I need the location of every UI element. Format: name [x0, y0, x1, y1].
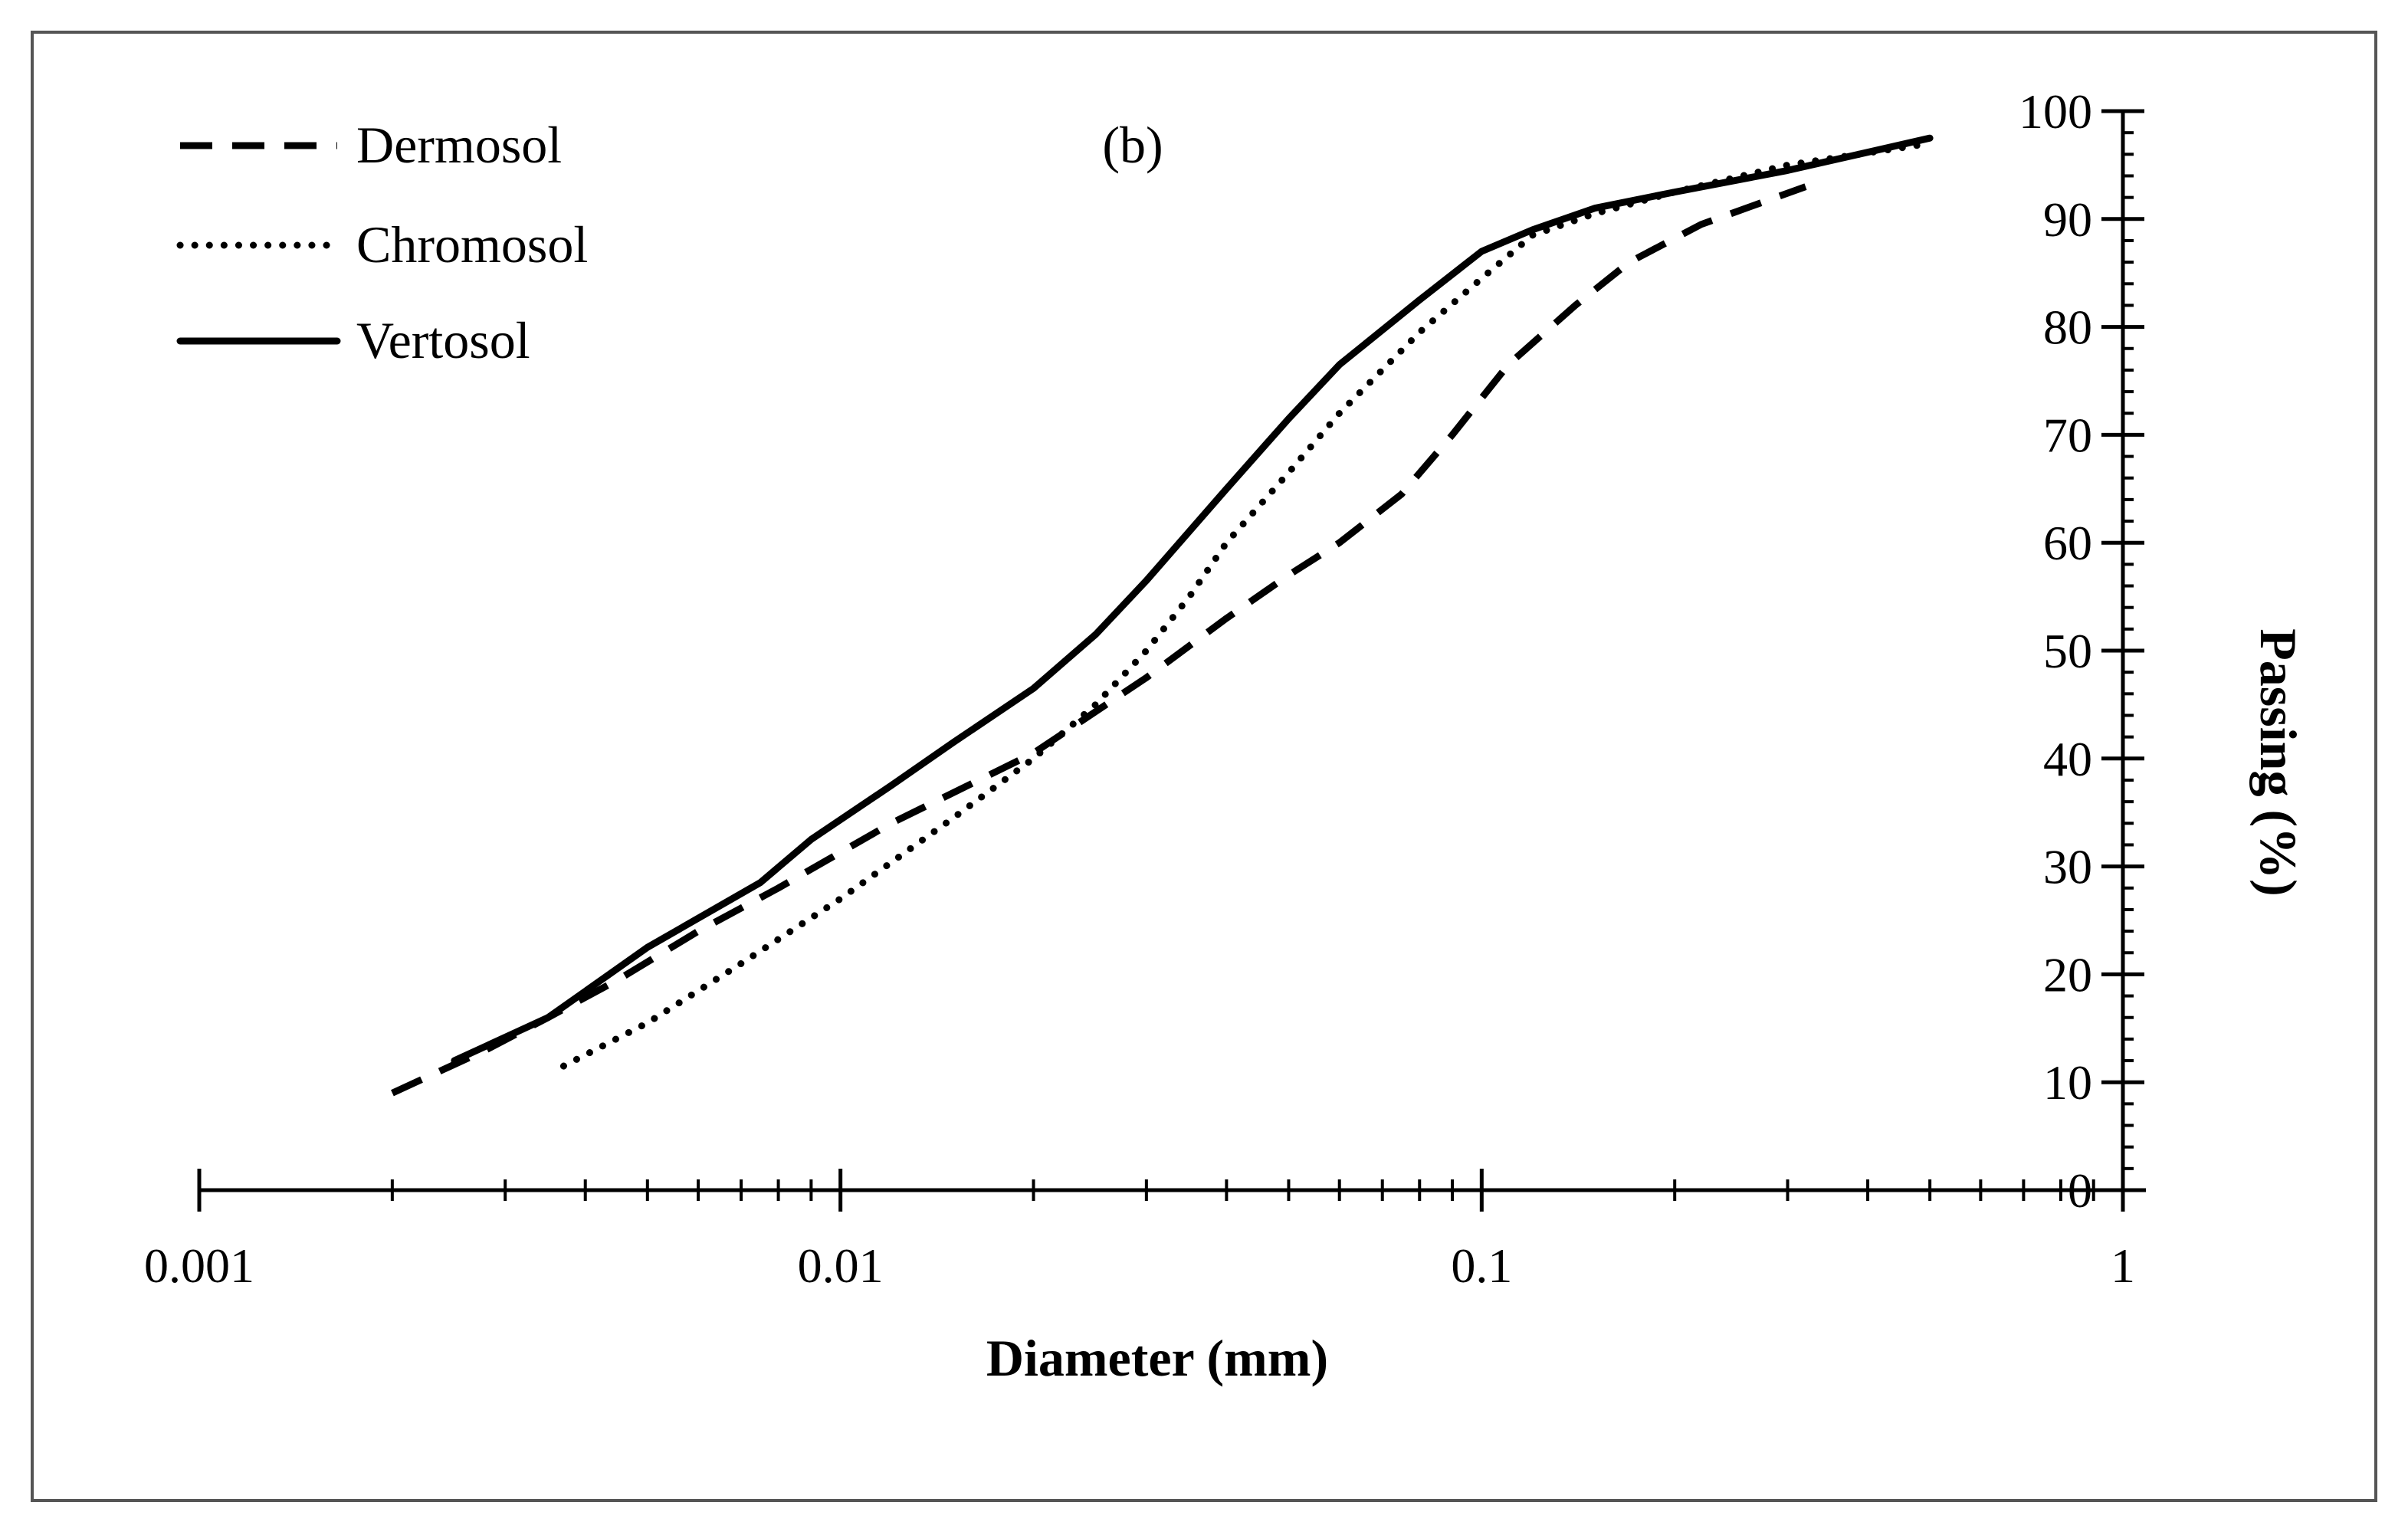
panel-label: (b) [1102, 116, 1163, 174]
y-axis-title: Passing (%) [2249, 628, 2308, 896]
y-tick-label: 90 [2043, 192, 2092, 247]
y-tick-labels: 0 10 20 30 40 50 60 70 80 90 100 [2019, 84, 2092, 1218]
legend-label-chromosol: Chromosol [356, 215, 588, 274]
y-tick-label: 0 [2068, 1163, 2092, 1218]
y-minor-ticks [2123, 131, 2134, 1170]
y-tick-label: 10 [2043, 1055, 2092, 1110]
x-axis-title: Diameter (mm) [986, 1329, 1328, 1387]
y-tick-label: 30 [2043, 840, 2092, 894]
series-group [391, 134, 1934, 1097]
y-tick-label: 50 [2043, 624, 2092, 678]
x-minor-ticks [390, 1179, 2095, 1201]
y-tick-label: 40 [2043, 732, 2092, 786]
series-line-vertosol [451, 134, 1934, 1064]
x-tick-labels: 0.001 0.01 0.1 1 [144, 1238, 2135, 1293]
x-tick-label: 0.001 [144, 1238, 254, 1293]
y-major-ticks [2101, 109, 2144, 1192]
y-tick-label: 80 [2043, 300, 2092, 355]
y-tick-label: 100 [2019, 84, 2092, 139]
legend-label-dermosol: Dermosol [356, 116, 562, 174]
legend-label-vertosol: Vertosol [356, 311, 530, 369]
y-tick-label: 70 [2043, 408, 2092, 462]
x-tick-label: 0.1 [1451, 1238, 1512, 1293]
x-tick-label: 1 [2111, 1238, 2135, 1293]
y-tick-label: 20 [2043, 947, 2092, 1002]
legend: Dermosol Chromosol Vertosol [176, 116, 588, 369]
y-tick-label: 60 [2043, 516, 2092, 570]
series-line-dermosol [391, 183, 1807, 1097]
x-tick-label: 0.01 [798, 1238, 884, 1293]
figure-frame [31, 31, 2377, 1502]
series-line-chromosol [559, 139, 1934, 1070]
